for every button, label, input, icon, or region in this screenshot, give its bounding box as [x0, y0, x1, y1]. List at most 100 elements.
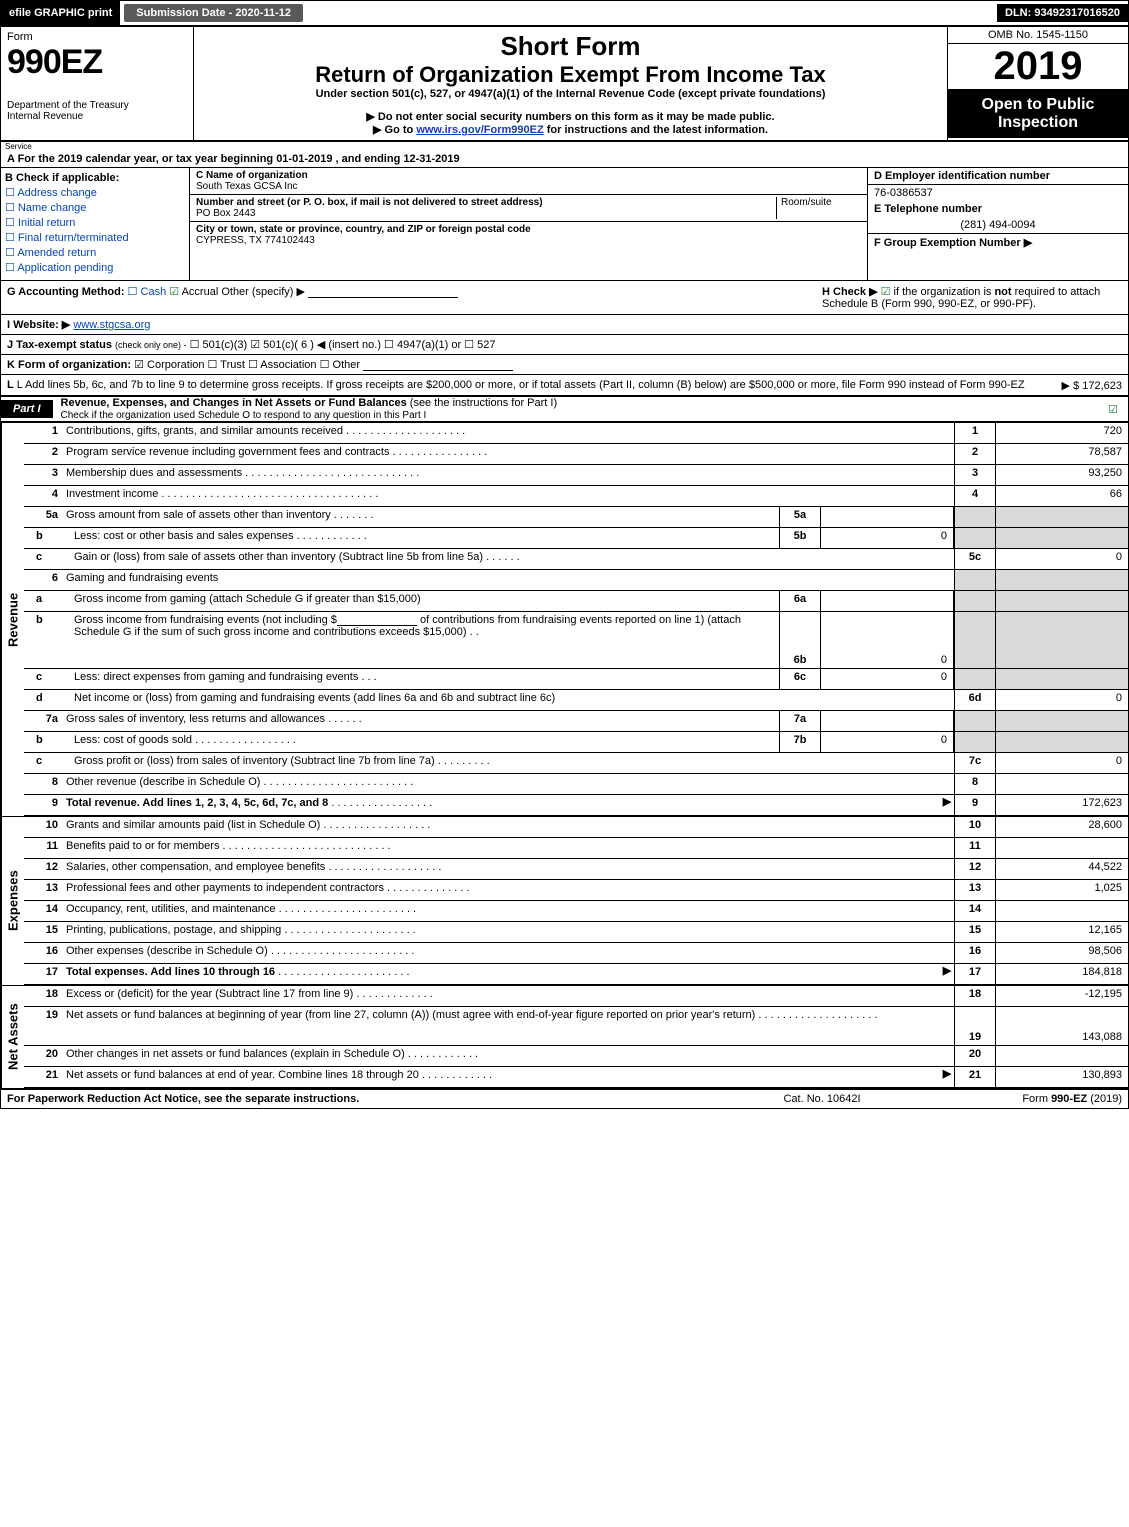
line-21: 21Net assets or fund balances at end of …	[24, 1067, 1128, 1088]
form-word: Form	[7, 31, 187, 43]
room-suite-lbl: Room/suite	[781, 197, 832, 208]
website-link[interactable]: www.stgcsa.org	[73, 319, 150, 331]
line-6: 6Gaming and fundraising events	[24, 570, 1128, 591]
open-public-badge: Open to Public Inspection	[948, 90, 1128, 138]
submission-date-label: Submission Date - 2020-11-12	[124, 4, 303, 22]
paperwork-notice: For Paperwork Reduction Act Notice, see …	[7, 1093, 722, 1105]
val-21: 130,893	[995, 1067, 1128, 1087]
line-11: 11Benefits paid to or for members . . . …	[24, 838, 1128, 859]
val-20	[995, 1046, 1128, 1066]
line-6c: cLess: direct expenses from gaming and f…	[24, 669, 1128, 690]
h-not: not	[994, 286, 1011, 298]
goto-notice: ▶ Go to www.irs.gov/Form990EZ for instru…	[198, 123, 943, 136]
val-1: 720	[995, 423, 1128, 443]
j-tax-exempt-row: J Tax-exempt status (check only one) - ☐…	[1, 335, 1128, 355]
line-20: 20Other changes in net assets or fund ba…	[24, 1046, 1128, 1067]
service-label: Service	[1, 142, 1128, 151]
form-header: Form 990EZ Department of the Treasury In…	[1, 27, 1128, 142]
e-tel-lbl: E Telephone number	[868, 201, 1128, 217]
g-accrual[interactable]: ☑ Accrual	[169, 286, 218, 298]
val-6c: 0	[821, 669, 954, 689]
val-10: 28,600	[995, 817, 1128, 837]
d-ein-lbl: D Employer identification number	[868, 168, 1128, 185]
line-17: 17Total expenses. Add lines 10 through 1…	[24, 964, 1128, 985]
internal-revenue: Internal Revenue	[7, 111, 187, 122]
g-other[interactable]: Other (specify) ▶	[221, 286, 305, 298]
part1-title: Revenue, Expenses, and Changes in Net As…	[53, 397, 1098, 421]
i-lbl: I Website: ▶	[7, 319, 70, 331]
ssn-notice: ▶ Do not enter social security numbers o…	[198, 110, 943, 123]
g-lbl: G Accounting Method:	[7, 286, 125, 298]
goto-pre: ▶ Go to	[373, 124, 416, 136]
right-info: D Employer identification number 76-0386…	[868, 168, 1128, 280]
line-2: 2Program service revenue including gover…	[24, 444, 1128, 465]
val-14	[995, 901, 1128, 921]
irs-link[interactable]: www.irs.gov/Form990EZ	[416, 124, 543, 136]
val-2: 78,587	[995, 444, 1128, 464]
h-checkbox[interactable]: ☑	[881, 286, 891, 298]
k-lbl: K Form of organization:	[7, 359, 131, 371]
val-11	[995, 838, 1128, 858]
val-3: 93,250	[995, 465, 1128, 485]
arrow-icon: ▶	[940, 1067, 954, 1087]
section-b-checkboxes: B Check if applicable: ☐ Address change …	[1, 168, 190, 280]
val-12: 44,522	[995, 859, 1128, 879]
line-6b: bGross income from fundraising events (n…	[24, 612, 1128, 669]
g-other-blank	[308, 297, 458, 298]
efile-print-button[interactable]: efile GRAPHIC print	[1, 1, 120, 25]
c-name-lbl: C Name of organization	[196, 170, 308, 181]
j-options[interactable]: ☐ 501(c)(3) ☑ 501(c)( 6 ) ◀ (insert no.)…	[190, 339, 496, 351]
h-pre: H Check ▶	[822, 286, 878, 298]
line-1: 1Contributions, gifts, grants, and simil…	[24, 423, 1128, 444]
val-19: 143,088	[995, 1007, 1128, 1045]
j-lbl: J Tax-exempt status	[7, 339, 112, 351]
val-16: 98,506	[995, 943, 1128, 963]
revenue-side-label: Revenue	[1, 423, 24, 816]
dept-treasury: Department of the Treasury	[7, 100, 187, 111]
expenses-side-label: Expenses	[1, 817, 24, 985]
line-16: 16Other expenses (describe in Schedule O…	[24, 943, 1128, 964]
val-13: 1,025	[995, 880, 1128, 900]
opt-name-change[interactable]: ☐ Name change	[5, 201, 185, 214]
line-6a: aGross income from gaming (attach Schedu…	[24, 591, 1128, 612]
line-10: 10Grants and similar amounts paid (list …	[24, 817, 1128, 838]
g-cash[interactable]: ☐ Cash	[128, 286, 167, 298]
dln-label: DLN: 93492317016520	[997, 4, 1128, 22]
line-5b: bLess: cost or other basis and sales exp…	[24, 528, 1128, 549]
k-options[interactable]: ☑ Corporation ☐ Trust ☐ Association ☐ Ot…	[134, 359, 360, 371]
opt-final-return[interactable]: ☐ Final return/terminated	[5, 231, 185, 244]
line-19: 19Net assets or fund balances at beginni…	[24, 1007, 1128, 1046]
opt-application-pending[interactable]: ☐ Application pending	[5, 261, 185, 274]
line-12: 12Salaries, other compensation, and empl…	[24, 859, 1128, 880]
form-ref: Form 990-EZ (2019)	[922, 1093, 1122, 1105]
val-18: -12,195	[995, 986, 1128, 1006]
l-amount: ▶ $ 172,623	[1062, 379, 1122, 392]
line-7b: bLess: cost of goods sold . . . . . . . …	[24, 732, 1128, 753]
goto-post: for instructions and the latest informat…	[544, 124, 768, 136]
form-number: 990EZ	[7, 43, 187, 82]
netassets-side-label: Net Assets	[1, 986, 24, 1088]
short-form-title: Short Form	[198, 31, 943, 62]
line-3: 3Membership dues and assessments . . . .…	[24, 465, 1128, 486]
return-title: Return of Organization Exempt From Incom…	[198, 62, 943, 88]
section-c-org: C Name of organization South Texas GCSA …	[190, 168, 868, 280]
arrow-icon: ▶	[940, 795, 954, 815]
opt-amended-return[interactable]: ☐ Amended return	[5, 246, 185, 259]
info-block: B Check if applicable: ☐ Address change …	[1, 168, 1128, 281]
k-other-blank	[363, 370, 513, 371]
line-18: 18Excess or (deficit) for the year (Subt…	[24, 986, 1128, 1007]
opt-address-change[interactable]: ☐ Address change	[5, 186, 185, 199]
val-4: 66	[995, 486, 1128, 506]
g-accounting: G Accounting Method: ☐ Cash ☑ Accrual Ot…	[7, 285, 822, 310]
omb-number: OMB No. 1545-1150	[948, 27, 1128, 44]
part1-check[interactable]: ☑	[1098, 403, 1128, 416]
netassets-table: Net Assets 18Excess or (deficit) for the…	[1, 985, 1128, 1088]
val-5b: 0	[821, 528, 954, 548]
org-city: CYPRESS, TX 774102443	[196, 235, 315, 246]
line-14: 14Occupancy, rent, utilities, and mainte…	[24, 901, 1128, 922]
val-7b: 0	[821, 732, 954, 752]
val-6d: 0	[995, 690, 1128, 710]
val-17: 184,818	[995, 964, 1128, 984]
form-id-block: Form 990EZ Department of the Treasury In…	[1, 27, 194, 140]
opt-initial-return[interactable]: ☐ Initial return	[5, 216, 185, 229]
